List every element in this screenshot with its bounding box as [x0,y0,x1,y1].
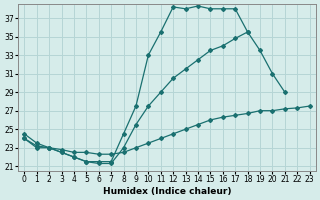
X-axis label: Humidex (Indice chaleur): Humidex (Indice chaleur) [103,187,231,196]
